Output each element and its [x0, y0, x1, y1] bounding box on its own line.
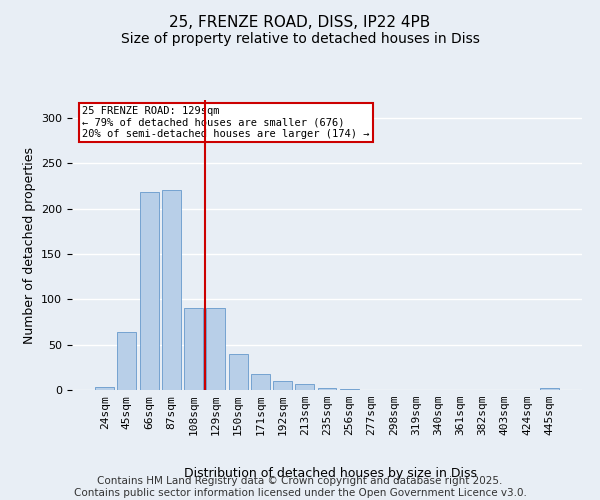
Bar: [251, 374, 270, 390]
Bar: [317, 388, 337, 390]
Bar: [295, 384, 314, 390]
Text: 25, FRENZE ROAD, DISS, IP22 4PB: 25, FRENZE ROAD, DISS, IP22 4PB: [169, 15, 431, 30]
Bar: [162, 190, 181, 390]
Bar: [340, 389, 359, 390]
Bar: [184, 308, 203, 390]
Bar: [95, 388, 114, 390]
Bar: [118, 332, 136, 390]
Text: Size of property relative to detached houses in Diss: Size of property relative to detached ho…: [121, 32, 479, 46]
Text: 25 FRENZE ROAD: 129sqm
← 79% of detached houses are smaller (676)
20% of semi-de: 25 FRENZE ROAD: 129sqm ← 79% of detached…: [82, 106, 370, 139]
Bar: [206, 308, 225, 390]
Bar: [273, 381, 292, 390]
Text: Distribution of detached houses by size in Diss: Distribution of detached houses by size …: [184, 467, 476, 480]
Bar: [229, 354, 248, 390]
Bar: [540, 388, 559, 390]
Bar: [140, 192, 158, 390]
Y-axis label: Number of detached properties: Number of detached properties: [23, 146, 35, 344]
Text: Contains HM Land Registry data © Crown copyright and database right 2025.
Contai: Contains HM Land Registry data © Crown c…: [74, 476, 526, 498]
